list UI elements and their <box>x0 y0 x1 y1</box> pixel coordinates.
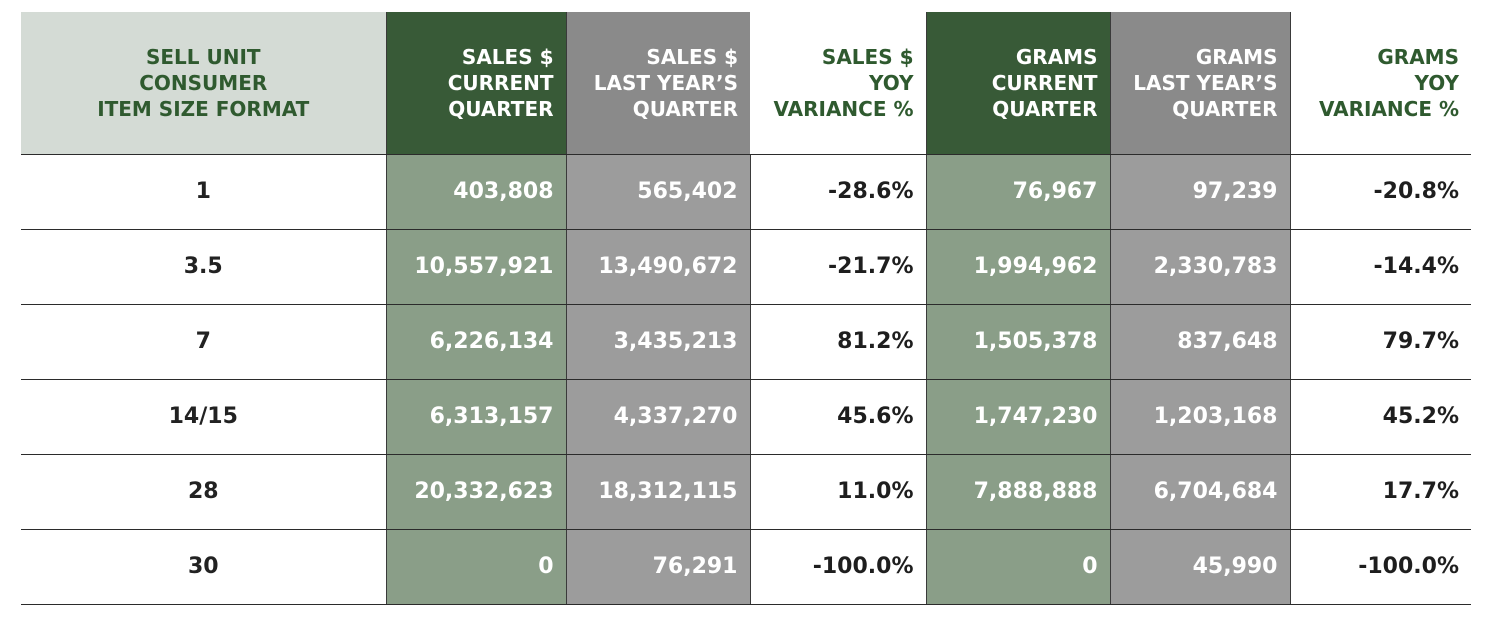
cell-sales-yoy: 81.2% <box>750 304 927 380</box>
cell-grams-current: 1,505,378 <box>926 304 1111 380</box>
cell-grams-last-year: 1,203,168 <box>1110 379 1291 455</box>
cell-grams-current: 7,888,888 <box>926 454 1111 530</box>
cell-sales-last-year: 13,490,672 <box>566 229 751 305</box>
cell-sales-current: 10,557,921 <box>386 229 567 305</box>
header-sales-current-quarter: SALES $ CURRENT QUARTER <box>385 12 566 155</box>
cell-sales-last-year: 565,402 <box>566 154 751 230</box>
cell-sales-current: 20,332,623 <box>386 454 567 530</box>
cell-grams-yoy: 79.7% <box>1290 304 1471 380</box>
sales-grams-table: SELL UNIT CONSUMER ITEM SIZE FORMAT SALE… <box>21 12 1471 605</box>
cell-grams-current: 1,747,230 <box>926 379 1111 455</box>
header-item-size-format: SELL UNIT CONSUMER ITEM SIZE FORMAT <box>21 12 386 155</box>
cell-item-size-format: 1 <box>21 154 387 230</box>
cell-grams-current: 0 <box>926 529 1111 605</box>
header-row: SELL UNIT CONSUMER ITEM SIZE FORMAT SALE… <box>21 12 1471 155</box>
cell-grams-yoy: -20.8% <box>1290 154 1471 230</box>
cell-item-size-format: 7 <box>21 304 387 380</box>
cell-sales-last-year: 3,435,213 <box>566 304 751 380</box>
cell-sales-current: 0 <box>386 529 567 605</box>
cell-grams-yoy: -14.4% <box>1290 229 1471 305</box>
cell-item-size-format: 14/15 <box>21 379 387 455</box>
cell-sales-last-year: 4,337,270 <box>566 379 751 455</box>
cell-grams-yoy: -100.0% <box>1290 529 1471 605</box>
cell-sales-current: 6,226,134 <box>386 304 567 380</box>
table-row: 14/15 6,313,157 4,337,270 45.6% 1,747,23… <box>21 379 1471 455</box>
cell-grams-current: 76,967 <box>926 154 1111 230</box>
header-sales-last-year-quarter: SALES $ LAST YEAR’S QUARTER <box>565 12 750 155</box>
cell-sales-yoy: -21.7% <box>750 229 927 305</box>
cell-sales-yoy: -28.6% <box>750 154 927 230</box>
cell-item-size-format: 28 <box>21 454 387 530</box>
table-row: 7 6,226,134 3,435,213 81.2% 1,505,378 83… <box>21 304 1471 380</box>
cell-sales-last-year: 18,312,115 <box>566 454 751 530</box>
cell-item-size-format: 30 <box>21 529 387 605</box>
header-grams-yoy-variance: GRAMS YOY VARIANCE % <box>1290 12 1471 155</box>
cell-grams-yoy: 17.7% <box>1290 454 1471 530</box>
header-grams-last-year-quarter: GRAMS LAST YEAR’S QUARTER <box>1109 12 1291 155</box>
cell-grams-last-year: 6,704,684 <box>1110 454 1291 530</box>
cell-grams-current: 1,994,962 <box>926 229 1111 305</box>
header-sales-yoy-variance: SALES $ YOY VARIANCE % <box>750 12 926 155</box>
header-grams-current-quarter: GRAMS CURRENT QUARTER <box>925 12 1110 155</box>
cell-sales-current: 6,313,157 <box>386 379 567 455</box>
cell-grams-last-year: 2,330,783 <box>1110 229 1291 305</box>
cell-sales-current: 403,808 <box>386 154 567 230</box>
cell-item-size-format: 3.5 <box>21 229 387 305</box>
table-row: 3.5 10,557,921 13,490,672 -21.7% 1,994,9… <box>21 229 1471 305</box>
cell-sales-yoy: -100.0% <box>750 529 927 605</box>
cell-sales-last-year: 76,291 <box>566 529 751 605</box>
cell-grams-last-year: 97,239 <box>1110 154 1291 230</box>
table-row: 30 0 76,291 -100.0% 0 45,990 -100.0% <box>21 529 1471 605</box>
table-row: 1 403,808 565,402 -28.6% 76,967 97,239 -… <box>21 154 1471 230</box>
cell-sales-yoy: 45.6% <box>750 379 927 455</box>
table-row: 28 20,332,623 18,312,115 11.0% 7,888,888… <box>21 454 1471 530</box>
cell-grams-last-year: 837,648 <box>1110 304 1291 380</box>
cell-grams-last-year: 45,990 <box>1110 529 1291 605</box>
cell-sales-yoy: 11.0% <box>750 454 927 530</box>
cell-grams-yoy: 45.2% <box>1290 379 1471 455</box>
